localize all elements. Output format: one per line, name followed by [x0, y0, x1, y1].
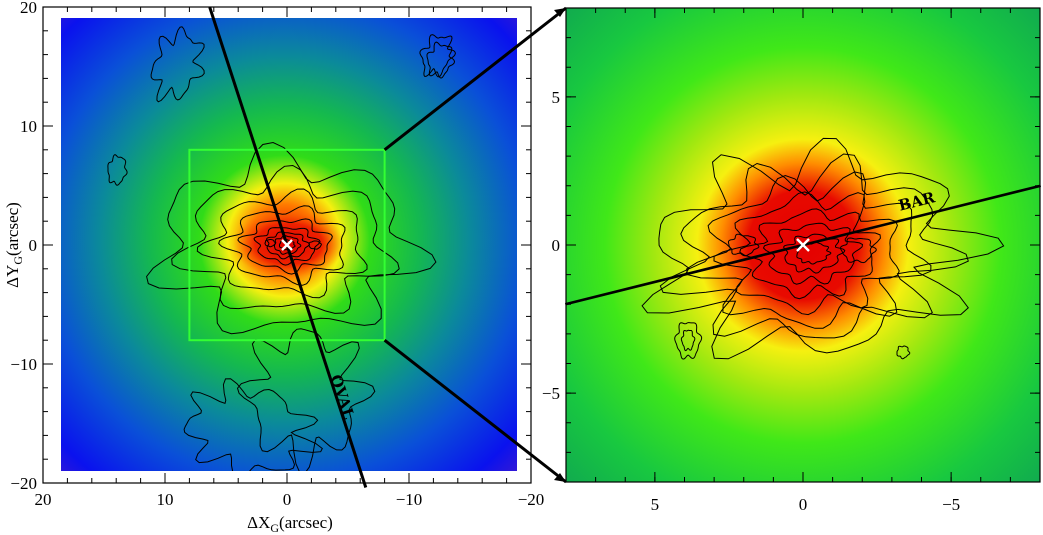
x-tick-label: 0 — [283, 490, 292, 509]
x-tick-label: 5 — [651, 495, 660, 514]
contour-peak — [727, 233, 760, 257]
contour-ring — [171, 164, 400, 314]
contour-ring — [796, 241, 832, 265]
contour-ring — [218, 205, 346, 286]
right-axis-ticks — [565, 7, 1041, 483]
y-tick-label: 5 — [552, 88, 561, 107]
x-axis-title: ΔXG(arcsec) — [247, 513, 333, 535]
left-axis-ticks — [42, 6, 532, 484]
zoom-connector-lines — [383, 6, 567, 484]
contour-peak — [674, 322, 703, 360]
x-tick-label: 20 — [35, 490, 52, 509]
contour-ring — [266, 231, 310, 260]
right-contours — [641, 137, 1005, 360]
contour-peak — [839, 237, 877, 264]
right-tick-labels: 5 0 −5 −5 0 5 — [542, 88, 960, 514]
contour-peak — [680, 329, 696, 352]
contour-peak — [896, 345, 911, 360]
contour-peak — [264, 239, 276, 248]
x-tick-label: 0 — [799, 495, 808, 514]
contour-ring — [183, 378, 323, 471]
x-tick-label: 10 — [157, 490, 174, 509]
y-tick-label: 20 — [20, 0, 37, 17]
y-tick-label: −20 — [10, 474, 37, 493]
x-tick-label: −5 — [942, 495, 960, 514]
contour-ring — [419, 34, 456, 78]
contour-ring — [713, 191, 900, 316]
left-tick-labels: 20 10 0 −10 −20 −20 −10 0 10 20 — [10, 0, 544, 509]
contour-peak — [308, 240, 322, 250]
left-contours — [107, 26, 456, 471]
connector-top-arrow — [554, 8, 566, 17]
y-tick-label: −5 — [542, 384, 560, 403]
x-tick-label: −10 — [396, 490, 423, 509]
contour-ring — [237, 218, 333, 275]
contour-ring — [253, 227, 321, 266]
contour-ring — [641, 137, 1005, 360]
contour-ring — [107, 154, 128, 186]
contour-ring — [146, 141, 437, 335]
contour-ring — [659, 153, 969, 339]
x-tick-label: −20 — [518, 490, 545, 509]
contour-ring — [150, 26, 205, 103]
center-marker-left — [281, 239, 293, 251]
y-tick-label: 10 — [20, 117, 37, 136]
center-cross-stroke — [281, 239, 293, 251]
connector-bottom — [383, 339, 567, 484]
y-axis-title: ΔYG(arcsec) — [3, 202, 25, 288]
center-marker-right — [796, 238, 810, 252]
contour-ring — [686, 171, 932, 329]
connector-bottom-arrow — [554, 473, 566, 482]
y-tick-label: 0 — [552, 236, 561, 255]
contour-ring — [426, 41, 456, 79]
contour-ring — [783, 233, 846, 274]
contour-ring — [762, 222, 864, 285]
center-cross-stroke — [796, 238, 810, 252]
connector-top — [383, 6, 567, 151]
zoom-box — [188, 148, 386, 342]
contour-ring — [236, 328, 376, 471]
y-tick-label: 0 — [29, 236, 38, 255]
y-tick-label: −10 — [10, 355, 37, 374]
contour-ring — [196, 188, 368, 299]
right-panel: BAR 5 0 −5−505 — [542, 7, 1042, 514]
